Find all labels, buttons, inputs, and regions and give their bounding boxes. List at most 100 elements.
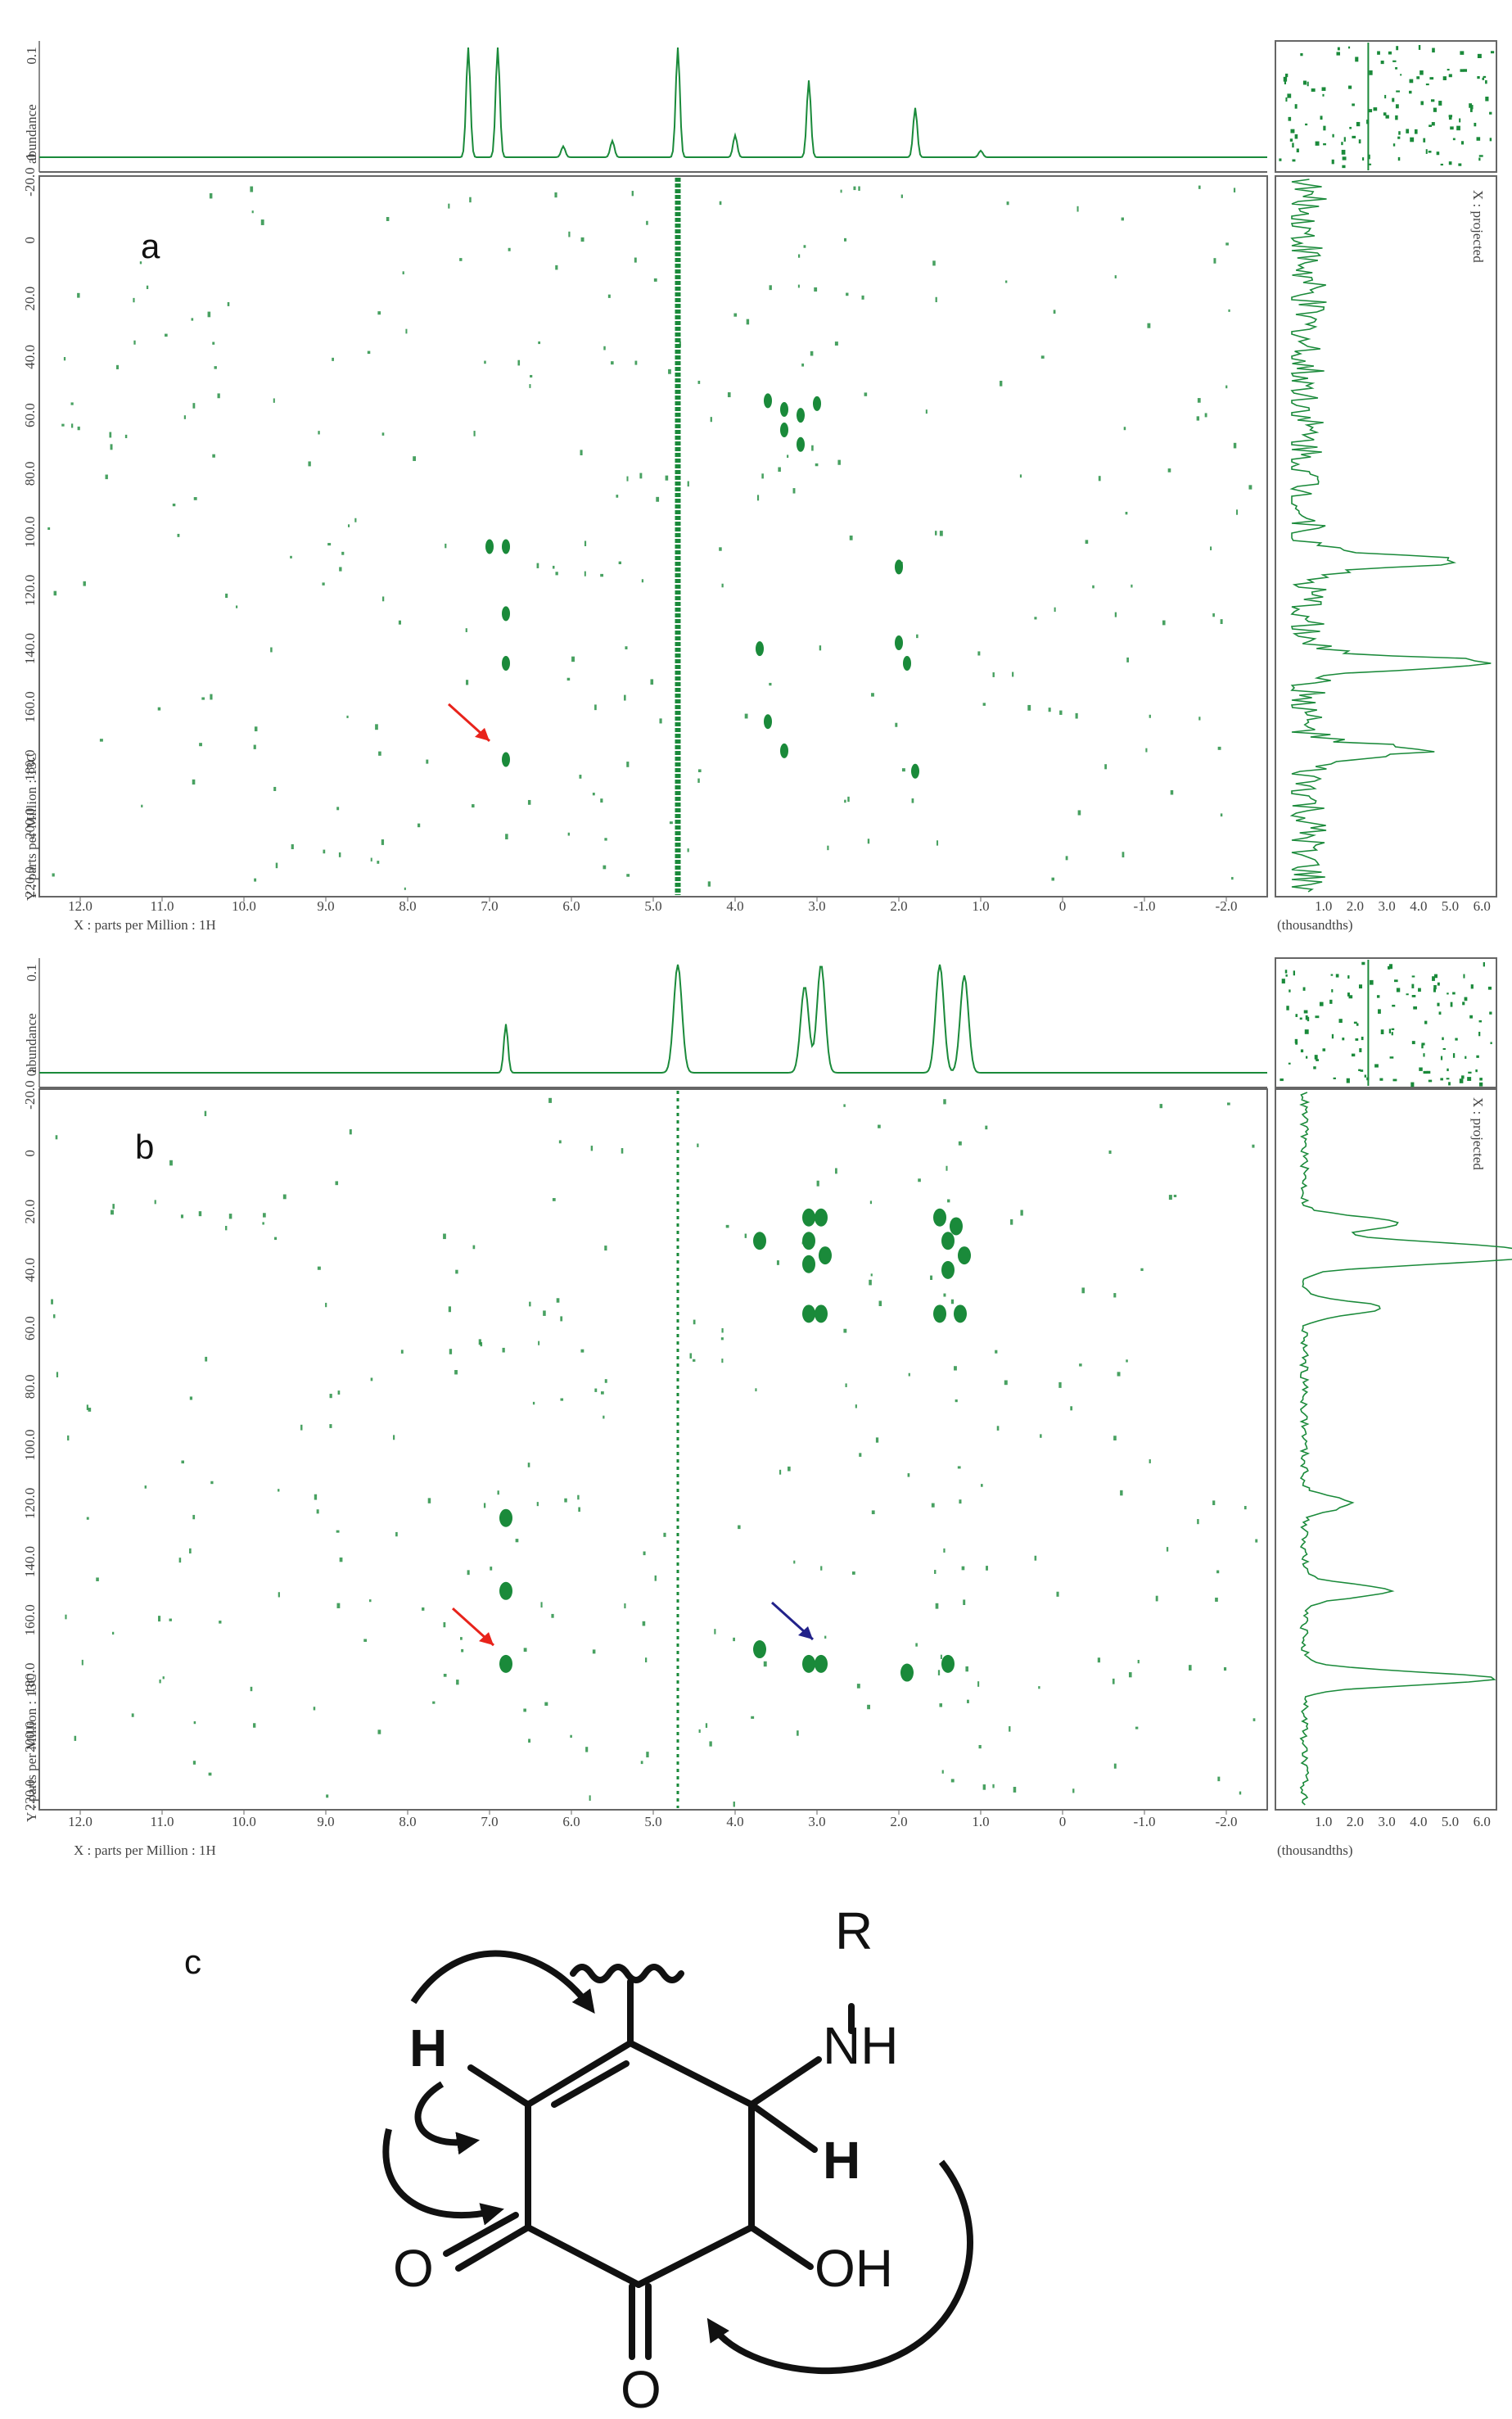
noise-dot (254, 878, 257, 882)
noise-dot (1114, 275, 1117, 278)
noise-dot (169, 1160, 173, 1166)
y-tick-label: 20.0 (22, 287, 38, 311)
corner-dot (1436, 151, 1440, 156)
noise-dot (133, 297, 135, 303)
noise-dot (1167, 468, 1171, 472)
corner-dot (1423, 1070, 1428, 1074)
side-tick-label: 4.0 (1410, 898, 1427, 914)
noise-dot (1128, 1672, 1132, 1678)
noise-dot (1217, 1776, 1221, 1782)
correlation-peak (764, 714, 772, 730)
x-tick-label: 3.0 (808, 898, 825, 914)
x-tick-label: 5.0 (644, 898, 661, 914)
corner-dot (1452, 138, 1456, 141)
noise-dot (1113, 1436, 1117, 1441)
noise-dot (846, 292, 849, 296)
noise-dot (210, 694, 213, 700)
noise-dot (693, 1319, 696, 1325)
noise-dot (398, 620, 401, 625)
noise-dot (88, 1408, 92, 1412)
corner-dot (1396, 988, 1401, 992)
noise-dot (1145, 748, 1148, 753)
side-projection-trace (1289, 179, 1492, 893)
noise-dot (192, 779, 196, 785)
noise-dot (111, 1210, 114, 1215)
noise-dot (282, 1194, 287, 1200)
y-tick-label: 60.0 (22, 403, 38, 427)
y-tick-label: 160.0 (22, 691, 38, 722)
correlation-peak (502, 539, 510, 554)
corner-dot (1440, 1078, 1443, 1081)
noise-dot (908, 1372, 910, 1377)
corner-dot (1331, 1033, 1334, 1039)
corner-dot (1284, 80, 1286, 84)
corner-dot (1376, 995, 1380, 998)
noise-dot (793, 1560, 796, 1564)
corner-dot (1373, 107, 1378, 111)
noise-dot (199, 743, 202, 747)
corner-dot (1459, 1078, 1464, 1083)
correlation-peak (815, 1208, 828, 1227)
side-tick-label: 4.0 (1410, 1814, 1427, 1829)
noise-dot (733, 313, 738, 317)
noise-dot (957, 1466, 961, 1469)
corner-dot (1458, 163, 1462, 166)
corner-dot (1489, 138, 1492, 142)
atom-o1: O (393, 2239, 434, 2298)
noise-dot (621, 1148, 624, 1154)
noise-dot (851, 1571, 855, 1575)
noise-dot (177, 533, 180, 537)
corner-frame (1275, 957, 1497, 1088)
panel-b-main-plot: 12.0 11.0 10.0 9.0 8.0 7.0 6.0 5.0 4.0 3.0 2.0 1.0 0… (22, 1080, 1268, 1829)
noise-dot (930, 1275, 933, 1281)
corner-dot (1361, 961, 1365, 965)
noise-dot (961, 1566, 965, 1571)
noise-dot (844, 799, 846, 803)
noise-dot (529, 1301, 531, 1307)
corner-dot (1461, 1075, 1465, 1079)
noise-dot (560, 1398, 564, 1401)
correlation-peak (753, 1232, 766, 1250)
noise-dot (1125, 512, 1128, 515)
x-tick-label: 11.0 (150, 898, 174, 914)
noise-dot (835, 1168, 837, 1174)
noise-dot (769, 285, 772, 291)
noise-dot (370, 857, 372, 861)
noise-dot (867, 839, 870, 844)
y-tick-label: 0 (22, 237, 38, 244)
corner-dot (1329, 999, 1333, 1004)
noise-dot (592, 1649, 596, 1654)
noise-dot (426, 759, 429, 764)
noise-dot (1019, 474, 1022, 478)
correlation-peak (815, 1304, 828, 1323)
noise-dot (250, 186, 254, 192)
y-tick-label: -20.0 (22, 167, 38, 196)
noise-dot (624, 1603, 626, 1609)
noise-dot (1004, 1380, 1008, 1386)
corner-dot (1366, 1077, 1370, 1081)
corner-dot (1364, 1074, 1367, 1078)
corner-dot (1406, 993, 1409, 996)
corner-dot (1478, 157, 1481, 161)
noise-dot (1196, 416, 1200, 421)
noise-dot (189, 1548, 192, 1554)
noise-dot (916, 634, 918, 639)
noise-dot (141, 804, 143, 807)
panel-b-xlabel: X : parts per Million : 1H (74, 1843, 216, 1858)
corner-dot (1462, 1002, 1465, 1006)
noise-dot (1147, 323, 1151, 328)
noise-dot (1217, 746, 1221, 750)
noise-dot (992, 672, 995, 677)
noise-dot (192, 403, 196, 409)
noise-dot (710, 417, 712, 423)
noise-dot (642, 1621, 646, 1626)
noise-dot (326, 1794, 329, 1798)
corner-dot (1348, 46, 1351, 49)
noise-dot (578, 1507, 580, 1512)
noise-dot (1005, 280, 1008, 283)
corner-dot (1302, 80, 1307, 85)
corner-dot (1322, 1048, 1326, 1051)
x-tick-label: 4.0 (726, 1814, 743, 1829)
corner-dot (1447, 992, 1449, 995)
noise-dot (1117, 1372, 1121, 1377)
